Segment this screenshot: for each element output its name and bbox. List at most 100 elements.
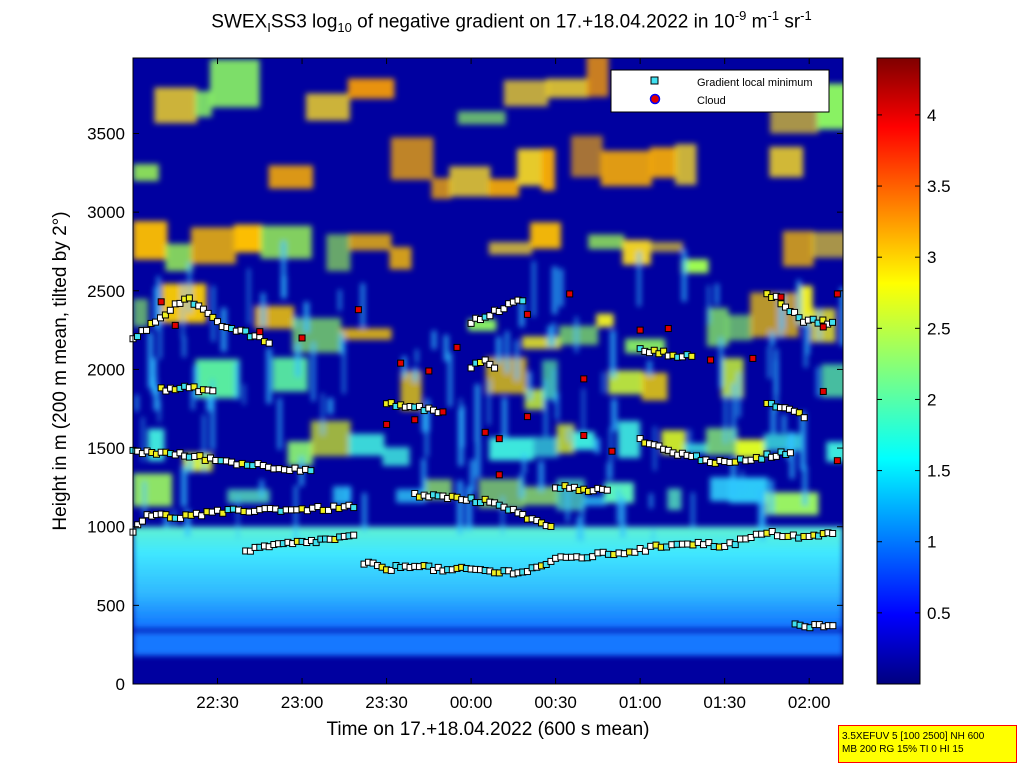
gradient-minimum-marker xyxy=(138,517,146,525)
heatmap-streak xyxy=(339,331,344,355)
gradient-minimum-marker xyxy=(547,522,555,530)
heatmap-streak xyxy=(152,377,157,391)
heatmap-patch xyxy=(133,164,159,181)
y-tick-label: 1000 xyxy=(87,518,125,537)
cloud-marker xyxy=(777,293,785,301)
heatmap-patch xyxy=(154,87,198,124)
cloud-marker xyxy=(707,356,715,364)
gradient-minimum-marker xyxy=(242,327,250,335)
heatmap-streak xyxy=(552,368,556,403)
heatmap-streak xyxy=(532,261,536,317)
heatmap-streak xyxy=(474,384,481,443)
heatmap-streak xyxy=(294,485,298,542)
heatmap-patch xyxy=(233,224,263,253)
gradient-minimum-marker xyxy=(641,547,649,555)
heatmap-streak xyxy=(741,470,744,492)
heatmap-streak xyxy=(505,331,510,373)
marker-layer xyxy=(129,290,841,632)
heatmap-streak xyxy=(647,360,652,377)
gradient-minimum-marker xyxy=(731,541,739,549)
gradient-minimum-marker xyxy=(782,303,790,311)
heatmap-streak xyxy=(781,414,787,433)
heatmap-streak xyxy=(181,466,187,507)
colorbar-gradient xyxy=(876,57,921,685)
cloud-marker xyxy=(749,354,757,362)
gradient-minimum-marker xyxy=(209,387,217,395)
heatmap-streak xyxy=(401,356,407,378)
heatmap-patch xyxy=(546,78,589,98)
heatmap-streak xyxy=(338,289,342,311)
heatmap-patch xyxy=(556,478,585,511)
gradient-minimum-marker xyxy=(519,297,527,305)
heatmap-patch xyxy=(782,230,814,267)
heatmap-streak xyxy=(210,394,215,450)
cloud-marker xyxy=(819,323,827,331)
gradient-minimum-marker xyxy=(134,333,142,341)
heatmap-streak xyxy=(266,348,272,404)
heatmap-streak xyxy=(688,429,691,451)
heatmap-streak xyxy=(519,473,524,499)
legend-box xyxy=(610,69,830,113)
heatmap-streak xyxy=(653,426,656,471)
gradient-minimum-marker xyxy=(324,506,332,514)
heatmap-streak xyxy=(767,346,771,379)
gradient-minimum-marker xyxy=(161,311,169,319)
heatmap-streak xyxy=(475,441,481,478)
cloud-marker xyxy=(636,326,644,334)
heatmap-streak xyxy=(466,486,472,531)
heatmap-patch xyxy=(622,239,651,265)
heatmap-streak xyxy=(321,393,324,435)
colorbar-tick-label: 4 xyxy=(927,106,936,125)
legend-gradient-minimum-marker xyxy=(650,76,659,85)
heatmap-streak xyxy=(567,428,571,442)
heatmap-streak xyxy=(816,366,820,397)
heatmap-streak xyxy=(519,300,525,328)
heatmap-streak xyxy=(459,398,462,417)
heatmap-streak xyxy=(774,359,778,411)
heatmap-patch xyxy=(389,246,412,270)
heatmap-streak xyxy=(421,411,426,433)
x-tick-label: 01:30 xyxy=(703,693,746,712)
heatmap-patch xyxy=(556,423,575,454)
gradient-minimum-marker xyxy=(314,503,322,511)
heatmap-streak xyxy=(515,339,519,380)
y-axis-label: Height in m (200 m mean, tilted by 2°) xyxy=(50,211,71,530)
gradient-minimum-marker xyxy=(763,290,771,298)
heatmap-patch xyxy=(667,488,682,511)
heatmap-streak xyxy=(778,293,783,339)
heatmap-streak xyxy=(544,379,548,437)
heatmap-streak xyxy=(487,380,491,426)
x-tick-label: 01:00 xyxy=(619,693,662,712)
gradient-minimum-marker xyxy=(198,512,206,520)
heatmap-streak xyxy=(281,276,287,298)
heatmap-streak xyxy=(538,461,544,492)
heatmap-patch xyxy=(503,80,549,107)
heatmap-streak xyxy=(496,336,502,364)
gradient-minimum-marker xyxy=(829,529,837,537)
heatmap-patch xyxy=(571,135,603,178)
cloud-marker xyxy=(580,431,588,439)
gradient-minimum-marker xyxy=(772,452,780,460)
heatmap-streak xyxy=(759,498,766,541)
x-axis: 22:30 23:00 23:30 00:00 00:30 01:00 01:30 02:00 xyxy=(196,58,830,712)
heatmap-streak xyxy=(649,493,653,509)
heatmap-streak xyxy=(448,352,453,408)
cloud-marker xyxy=(481,428,489,436)
heatmap-streak xyxy=(566,482,570,522)
gradient-minimum-marker xyxy=(177,514,185,522)
heatmap-patch xyxy=(524,389,545,410)
heatmap-streak xyxy=(311,342,316,402)
gradient-minimum-marker xyxy=(209,313,217,321)
heatmap-streak xyxy=(715,283,719,305)
cloud-marker xyxy=(566,290,574,298)
colorbar-tick-label: 3 xyxy=(927,248,936,267)
info-line-2: MB 200 RG 15% TI 0 HI 15 xyxy=(842,744,964,755)
heatmap-streak xyxy=(552,266,558,315)
y-tick-label: 2000 xyxy=(87,360,125,379)
heatmap-streak xyxy=(153,286,160,330)
heatmap-streak xyxy=(158,400,161,422)
heatmap-streak xyxy=(522,453,527,474)
gradient-minimum-marker xyxy=(190,383,198,391)
y-tick-label: 2500 xyxy=(87,282,125,301)
heatmap-streak xyxy=(582,388,585,433)
